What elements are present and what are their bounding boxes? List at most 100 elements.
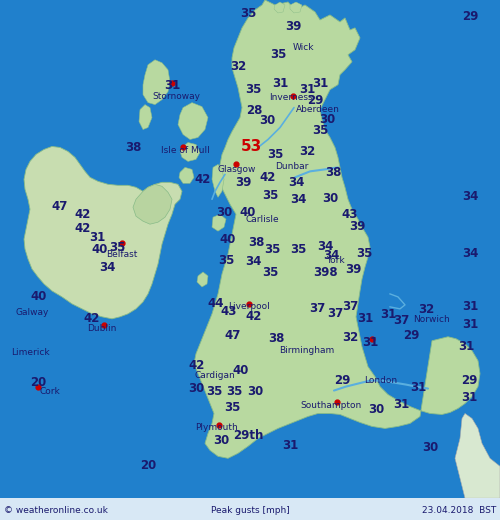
Text: 35: 35 — [109, 241, 125, 254]
Polygon shape — [143, 60, 170, 105]
Text: 35: 35 — [270, 48, 286, 61]
Text: Peak gusts [mph]: Peak gusts [mph] — [210, 505, 290, 515]
Text: 31: 31 — [362, 336, 378, 349]
Text: 37: 37 — [393, 314, 409, 327]
Text: 31: 31 — [164, 79, 180, 92]
Text: Norwich: Norwich — [414, 315, 451, 324]
Text: 34: 34 — [288, 176, 304, 189]
Text: 30: 30 — [188, 382, 204, 395]
Text: Southampton: Southampton — [300, 401, 362, 410]
Text: Cork: Cork — [40, 387, 60, 396]
Text: Plymouth: Plymouth — [196, 423, 238, 432]
Text: 30: 30 — [422, 441, 438, 454]
Text: 38: 38 — [125, 141, 141, 154]
Text: 35: 35 — [245, 83, 261, 96]
Text: Birmingham: Birmingham — [280, 346, 334, 355]
Text: 28: 28 — [246, 104, 262, 117]
Text: 30: 30 — [213, 434, 229, 447]
Text: 30: 30 — [216, 206, 232, 219]
Text: 37: 37 — [309, 302, 325, 315]
Text: 35: 35 — [224, 401, 240, 414]
Polygon shape — [133, 184, 172, 224]
Polygon shape — [179, 167, 194, 184]
Text: 38: 38 — [248, 236, 264, 249]
Text: 39: 39 — [285, 20, 301, 33]
Text: 43: 43 — [342, 207, 358, 220]
Text: 31: 31 — [272, 77, 288, 90]
Text: 43: 43 — [221, 305, 237, 318]
Text: 38: 38 — [268, 332, 284, 345]
Text: 31: 31 — [299, 83, 315, 96]
Text: 35: 35 — [356, 246, 372, 259]
Text: York: York — [326, 255, 344, 265]
Text: Cardigan: Cardigan — [194, 371, 235, 380]
Text: Carlisle: Carlisle — [245, 215, 279, 224]
Text: 42: 42 — [84, 313, 100, 326]
Text: 23.04.2018  BST: 23.04.2018 BST — [422, 505, 496, 515]
Text: 42: 42 — [75, 222, 91, 235]
Text: 31: 31 — [282, 439, 298, 452]
Polygon shape — [212, 214, 226, 231]
Text: 31: 31 — [462, 318, 478, 331]
Text: 42: 42 — [195, 173, 211, 186]
Text: 34: 34 — [462, 246, 478, 259]
Text: 32: 32 — [342, 331, 358, 344]
Text: 32: 32 — [418, 303, 434, 316]
Text: 32: 32 — [299, 145, 315, 158]
Text: 29: 29 — [334, 374, 350, 387]
Text: 38: 38 — [325, 166, 341, 179]
Text: 31: 31 — [410, 381, 426, 394]
Text: 20: 20 — [140, 459, 156, 472]
Text: 31: 31 — [458, 340, 474, 353]
Text: 39: 39 — [345, 263, 361, 276]
Polygon shape — [24, 147, 182, 319]
Text: 31: 31 — [380, 308, 396, 321]
Text: 30: 30 — [319, 113, 335, 126]
Text: 29th: 29th — [233, 429, 263, 442]
Text: 31: 31 — [393, 398, 409, 411]
Text: Wick: Wick — [292, 43, 314, 53]
Text: 35: 35 — [312, 124, 328, 137]
Text: 35: 35 — [240, 7, 256, 20]
Text: Isle of Mull: Isle of Mull — [160, 146, 210, 155]
Text: 39: 39 — [235, 176, 251, 189]
Text: 30: 30 — [368, 403, 384, 416]
Text: 35: 35 — [218, 254, 234, 267]
Text: 42: 42 — [260, 171, 276, 184]
Text: 35: 35 — [262, 189, 278, 202]
Text: London: London — [364, 376, 398, 385]
Text: Aberdeen: Aberdeen — [296, 105, 340, 114]
Text: 30: 30 — [247, 385, 263, 398]
Polygon shape — [178, 102, 208, 139]
Polygon shape — [197, 272, 208, 287]
Text: 40: 40 — [31, 290, 47, 303]
Text: Dunbar: Dunbar — [276, 162, 308, 171]
Text: 34: 34 — [99, 261, 115, 274]
Polygon shape — [274, 2, 285, 13]
Text: 35: 35 — [206, 385, 222, 398]
Text: 53: 53 — [240, 139, 262, 154]
Text: 47: 47 — [52, 200, 68, 213]
Text: 37: 37 — [327, 307, 343, 320]
Text: 31: 31 — [461, 391, 477, 404]
Text: 32: 32 — [230, 60, 246, 73]
Text: 29: 29 — [403, 329, 419, 342]
Text: Stornoway: Stornoway — [152, 92, 200, 101]
Text: 35: 35 — [267, 148, 283, 161]
Text: Glasgow: Glasgow — [218, 165, 256, 174]
Text: 30: 30 — [322, 192, 338, 205]
Text: 40: 40 — [92, 242, 108, 256]
Text: 31: 31 — [312, 77, 328, 90]
Text: 30: 30 — [259, 114, 275, 127]
Text: © weatheronline.co.uk: © weatheronline.co.uk — [4, 505, 108, 515]
Text: Belfast: Belfast — [106, 250, 138, 258]
Text: 34: 34 — [290, 193, 306, 206]
Text: 35: 35 — [226, 385, 242, 398]
Text: 29: 29 — [461, 374, 477, 387]
Text: Inverness: Inverness — [269, 93, 313, 102]
Polygon shape — [212, 164, 224, 197]
Text: 44: 44 — [208, 297, 224, 310]
Text: 42: 42 — [246, 310, 262, 323]
Text: 37: 37 — [342, 301, 358, 314]
Text: 34: 34 — [245, 254, 261, 267]
